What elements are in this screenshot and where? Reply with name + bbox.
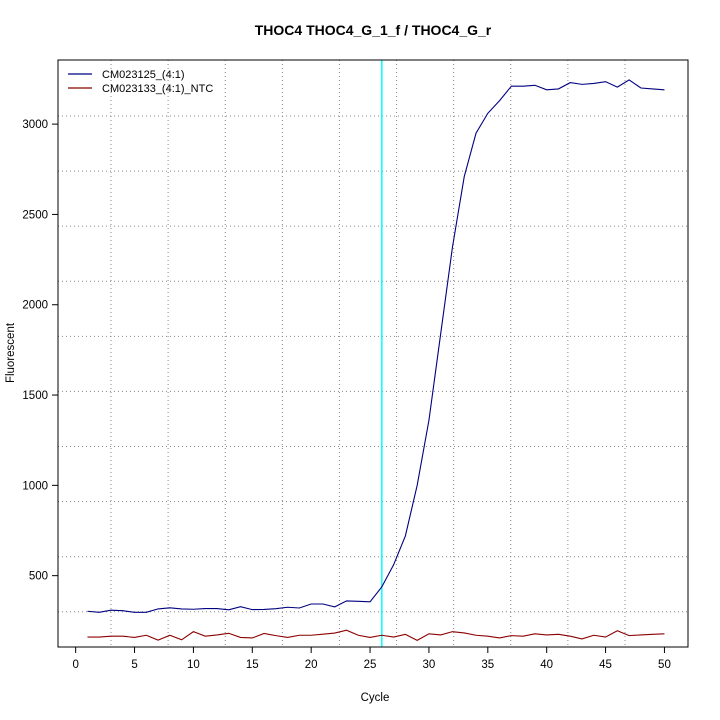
- x-tick-label: 20: [305, 659, 318, 671]
- x-tick-label: 45: [599, 659, 612, 671]
- series-layer: [87, 79, 665, 641]
- y-tick-label: 2000: [22, 300, 48, 312]
- grid: [58, 60, 688, 647]
- x-tick-label: 10: [187, 659, 200, 671]
- y-tick-label: 500: [29, 571, 48, 583]
- y-tick-label: 3000: [22, 119, 48, 131]
- y-tick-label: 1500: [22, 390, 48, 402]
- y-axis: 500 1000 1500 2000 2500 3000: [22, 119, 59, 583]
- x-tick-label: 25: [364, 659, 377, 671]
- x-tick-label: 35: [481, 659, 494, 671]
- y-tick-label: 1000: [22, 480, 48, 492]
- legend-label-1: CM023125_(4:1): [102, 69, 185, 81]
- legend: CM023125_(4:1) CM023133_(4:1)_NTC: [68, 69, 213, 95]
- chart-title: THOC4 THOC4_G_1_f / THOC4_G_r: [255, 22, 492, 38]
- x-tick-label: 40: [540, 659, 553, 671]
- x-tick-label: 50: [658, 659, 671, 671]
- y-tick-label: 2500: [22, 209, 48, 221]
- series-line-2: [87, 629, 665, 641]
- x-tick-label: 30: [423, 659, 436, 671]
- x-axis-label: Cycle: [361, 692, 390, 704]
- legend-label-2: CM023133_(4:1)_NTC: [102, 83, 213, 95]
- x-tick-label: 5: [131, 659, 137, 671]
- y-axis-label: Fluorescent: [5, 322, 17, 383]
- x-axis: 0 5 10 15 20 25 30 35 40 45 50: [72, 646, 671, 671]
- x-tick-label: 0: [72, 659, 78, 671]
- x-tick-label: 15: [246, 659, 259, 671]
- series-line-1: [87, 79, 665, 613]
